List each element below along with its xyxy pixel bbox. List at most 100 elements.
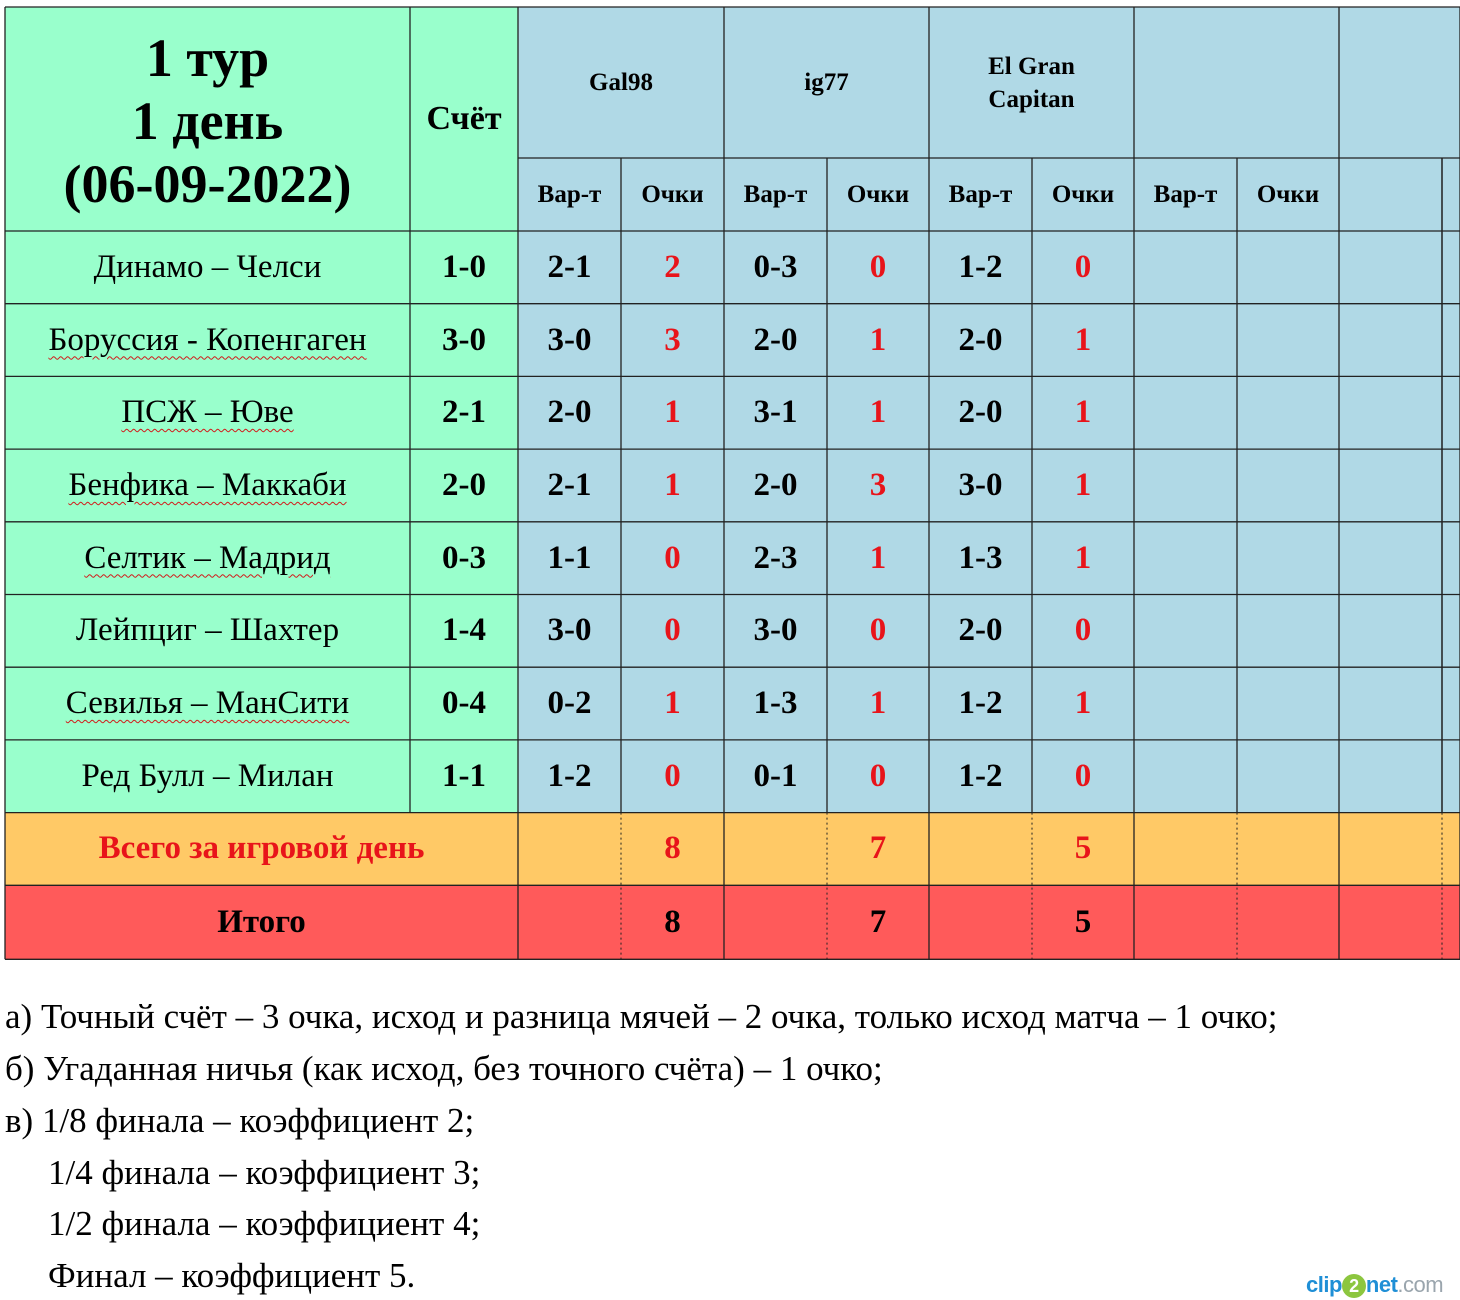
guess-cell: 3-0 (518, 594, 621, 668)
rule-prefix: б) (5, 1049, 44, 1088)
guess-cell: 2-1 (518, 231, 621, 304)
points-cell: 0 (1032, 594, 1134, 668)
points-subheader: Очки (1237, 158, 1339, 231)
points-value: 1 (1074, 466, 1092, 503)
teams-label: Ред Булл – Милан (81, 757, 334, 794)
guess-value: 1-2 (958, 757, 1003, 794)
points-cell: 0 (1032, 231, 1134, 304)
guess-cell (1339, 376, 1442, 450)
guess-subheader: Вар-т (1134, 158, 1237, 231)
points-cell: 1 (827, 667, 929, 740)
guess-value: 3-0 (753, 612, 798, 649)
guess-value: 0-3 (753, 248, 798, 285)
guess-cell: 1-3 (724, 667, 827, 740)
rule-line: 1/4 финала – коэффициент 3; (5, 1153, 480, 1193)
guess-cell: 2-0 (929, 376, 1032, 450)
points-subheader: Очки (621, 158, 724, 231)
points-cell: 1 (1032, 449, 1134, 522)
rule-line: б) Угаданная ничья (как исход, без точно… (5, 1049, 883, 1089)
points-cell: 1 (621, 376, 724, 450)
points-value: 0 (1074, 248, 1092, 285)
rule-line: а) Точный счёт – 3 очка, исход и разница… (5, 997, 1277, 1037)
score-value: 0-3 (442, 539, 486, 576)
guess-value: 2-3 (753, 539, 798, 576)
day-total-value: 8 (664, 830, 681, 867)
grand-total-cell (929, 885, 1032, 960)
rule-line: 1/2 финала – коэффициент 4; (5, 1204, 480, 1244)
guess-cell (1134, 449, 1237, 522)
guess-value: 1-2 (547, 757, 592, 794)
teams-label: Боруссия - Копенгаген (48, 321, 367, 358)
points-value: 1 (869, 321, 887, 358)
points-cell: 1 (1032, 303, 1134, 377)
teams-label: Бенфика – Маккаби (68, 466, 347, 503)
day-total-label: Всего за игровой день (5, 812, 518, 886)
guess-subheader: Вар-т (929, 158, 1032, 231)
points-cell: 0 (621, 594, 724, 668)
guess-cell (1134, 303, 1237, 377)
guess-value: 0-2 (547, 685, 592, 722)
guess-cell: 1-2 (929, 667, 1032, 740)
score-header: Счёт (410, 7, 518, 231)
points-cell: 0 (827, 594, 929, 668)
guess-cell (1134, 231, 1237, 304)
subheader-edge (1442, 158, 1460, 231)
score-value: 3-0 (442, 321, 486, 358)
teams-label: ПСЖ – Юве (121, 394, 294, 431)
score-header-label: Счёт (426, 100, 502, 137)
points-cell: 3 (827, 449, 929, 522)
match-score: 2-0 (410, 449, 518, 522)
points-value: 1 (1074, 321, 1092, 358)
guess-cell: 1-2 (929, 739, 1032, 813)
table-title: 1 тур 1 день (06-09-2022) (64, 27, 352, 216)
guess-value: 3-0 (547, 321, 592, 358)
guess-subheader: Вар-т (724, 158, 827, 231)
guess-cell (1134, 667, 1237, 740)
guess-subheader (1339, 158, 1442, 231)
guess-label: Вар-т (1153, 180, 1218, 208)
match-score: 0-4 (410, 667, 518, 740)
grand-total-edge (1442, 885, 1460, 960)
teams-label: Севилья – МанСити (65, 685, 350, 722)
points-cell (1237, 449, 1339, 522)
table-title-cell: 1 тур 1 день (06-09-2022) (5, 7, 410, 231)
guess-cell (1339, 594, 1442, 668)
day-total-cell (929, 812, 1032, 886)
guess-value: 3-0 (547, 612, 592, 649)
points-cell: 3 (621, 303, 724, 377)
guess-value: 1-1 (547, 539, 592, 576)
grand-total-value: 5 (1074, 903, 1092, 940)
points-cell (1237, 376, 1339, 450)
row-edge (1442, 449, 1460, 522)
title-line: 1 день (131, 90, 284, 151)
rule-text: 1/2 финала – коэффициент 4; (48, 1204, 481, 1243)
guess-value: 2-0 (958, 321, 1003, 358)
guess-value: 2-1 (547, 466, 592, 503)
match-score: 1-4 (410, 594, 518, 668)
guess-cell: 2-1 (518, 449, 621, 522)
guess-cell: 2-0 (929, 303, 1032, 377)
guess-cell (1134, 376, 1237, 450)
match-score: 1-1 (410, 739, 518, 813)
score-value: 2-0 (442, 466, 486, 503)
guess-value: 3-1 (753, 394, 798, 431)
guess-cell: 1-1 (518, 521, 621, 595)
match-score: 0-3 (410, 521, 518, 595)
points-value: 3 (869, 466, 887, 503)
guess-value: 2-0 (753, 466, 798, 503)
points-value: 0 (664, 757, 681, 794)
points-cell (1237, 739, 1339, 813)
guess-cell (1134, 739, 1237, 813)
points-value: 0 (1074, 612, 1092, 649)
guess-value: 2-0 (753, 321, 798, 358)
guess-cell: 1-2 (518, 739, 621, 813)
points-cell: 0 (621, 739, 724, 813)
grand-total-cell: 8 (621, 885, 724, 960)
guess-value: 1-3 (753, 685, 798, 722)
match-score: 1-0 (410, 231, 518, 304)
guess-cell: 2-0 (518, 376, 621, 450)
guess-label: Вар-т (537, 180, 602, 208)
points-cell: 1 (1032, 667, 1134, 740)
points-value: 1 (869, 539, 887, 576)
row-edge (1442, 231, 1460, 304)
